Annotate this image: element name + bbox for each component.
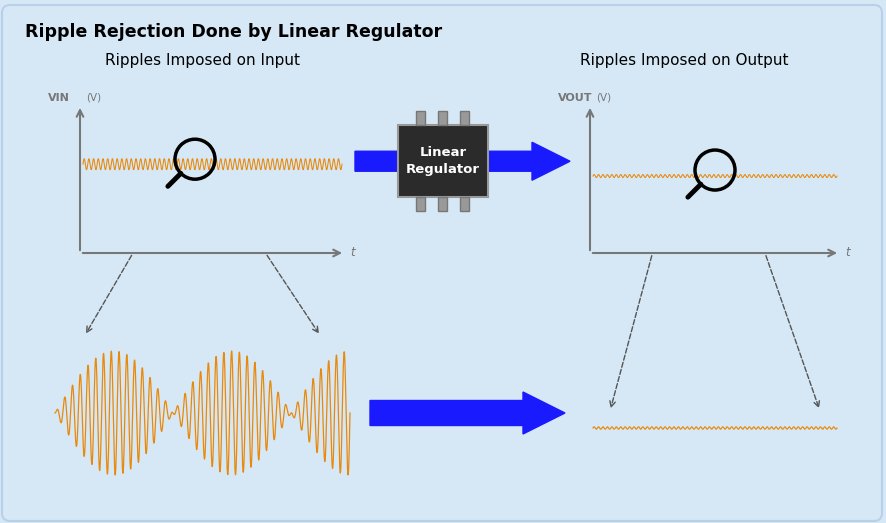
FancyBboxPatch shape — [398, 125, 488, 197]
Text: (V): (V) — [596, 93, 611, 103]
Bar — [439, 197, 447, 211]
Bar — [461, 197, 470, 211]
Text: VIN: VIN — [48, 93, 70, 103]
Text: t: t — [845, 246, 850, 259]
FancyBboxPatch shape — [2, 5, 882, 521]
Bar — [461, 111, 470, 125]
Text: Ripple Rejection Done by Linear Regulator: Ripple Rejection Done by Linear Regulato… — [25, 23, 442, 41]
Polygon shape — [355, 142, 570, 180]
Bar — [416, 111, 425, 125]
Text: Ripples Imposed on Input: Ripples Imposed on Input — [105, 53, 300, 68]
Text: t: t — [350, 246, 354, 259]
Bar — [439, 111, 447, 125]
Bar — [416, 197, 425, 211]
Text: Linear
Regulator: Linear Regulator — [406, 146, 480, 176]
Polygon shape — [370, 392, 565, 434]
Text: Ripples Imposed on Output: Ripples Imposed on Output — [580, 53, 789, 68]
Text: (V): (V) — [86, 93, 101, 103]
Text: VOUT: VOUT — [558, 93, 593, 103]
